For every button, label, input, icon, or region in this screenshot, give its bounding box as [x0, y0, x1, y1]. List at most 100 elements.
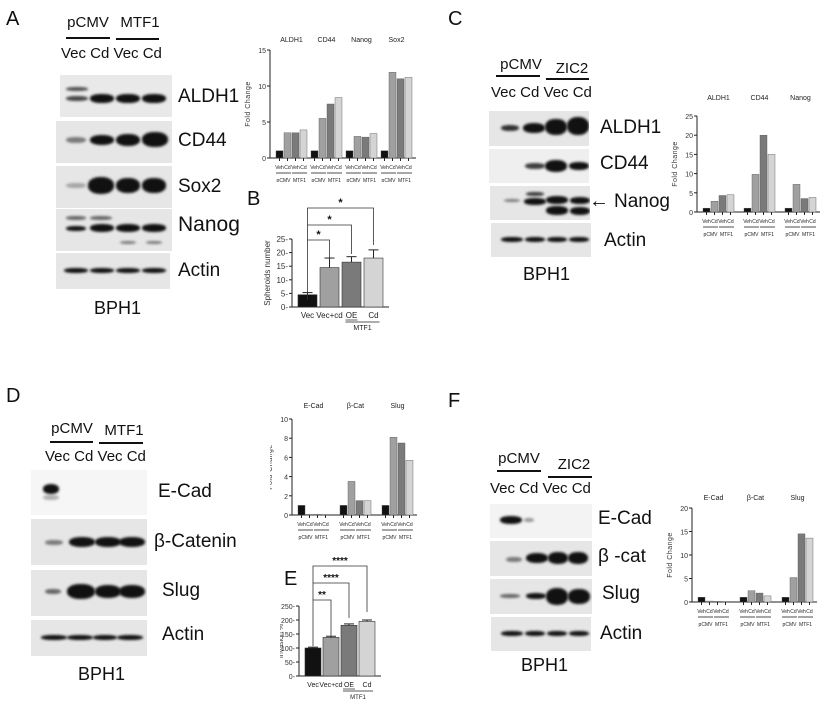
group-label-mtf1: MTF1 [104, 422, 144, 439]
svg-text:MTF1: MTF1 [328, 178, 341, 182]
blot-strip-slug [490, 579, 592, 614]
svg-text:20-: 20- [276, 249, 288, 258]
group-label-pcmv: pCMV [498, 450, 540, 467]
svg-text:****: **** [332, 556, 348, 567]
svg-text:ALDH1: ALDH1 [280, 37, 303, 44]
chart-e-invasion: 0- 50- 100- 150- 200- 250- Invasion % VecVec+cd… [280, 556, 381, 701]
svg-text:pCMV: pCMV [741, 622, 756, 628]
svg-text:Veh: Veh [380, 165, 389, 171]
svg-text:Veh: Veh [697, 609, 706, 615]
svg-text:Cd: Cd [768, 219, 775, 225]
svg-text:Spheroids number: Spheroids number [263, 240, 272, 306]
svg-text:Cd: Cd [363, 682, 372, 689]
svg-text:pCMV: pCMV [704, 232, 719, 238]
svg-text:Veh: Veh [739, 609, 748, 615]
svg-text:Cd: Cd [793, 219, 800, 225]
svg-text:Cd: Cd [364, 522, 371, 528]
blot-strip-bcatenin [31, 519, 147, 565]
svg-text:ALDH1: ALDH1 [707, 95, 730, 102]
svg-text:pCMV: pCMV [783, 622, 798, 628]
svg-text:OE: OE [346, 311, 358, 320]
svg-text:0-: 0- [281, 303, 288, 312]
svg-text:Cd: Cd [764, 609, 771, 615]
svg-text:Cd: Cd [368, 311, 378, 320]
svg-text:pCMV: pCMV [786, 232, 801, 238]
group-label-mtf1: MTF1 [120, 14, 160, 31]
svg-text:Veh: Veh [310, 165, 319, 171]
cell-line-label: BPH1 [521, 655, 569, 675]
blot-strip-nanog [56, 209, 172, 251]
protein-label: CD44 [600, 153, 649, 174]
svg-text:Veh: Veh [313, 522, 322, 528]
svg-text:Veh: Veh [797, 609, 806, 615]
cell-line-label: BPH1 [523, 264, 571, 284]
svg-text:Vec+cd: Vec+cd [319, 682, 342, 689]
svg-text:MTF1: MTF1 [293, 178, 306, 182]
svg-text:Cd: Cd [752, 219, 759, 225]
protein-label: Actin [600, 623, 643, 644]
svg-text:Veh: Veh [345, 165, 354, 171]
svg-text:Invasion %: Invasion % [280, 624, 285, 658]
blot-strip-nanog [490, 186, 590, 220]
group-label-pcmv: pCMV [51, 420, 93, 437]
svg-text:Cd: Cd [322, 522, 329, 528]
blot-strip-sox2 [56, 166, 172, 208]
svg-text:0: 0 [684, 600, 688, 607]
svg-text:**: ** [318, 590, 326, 601]
svg-text:5: 5 [684, 577, 688, 584]
svg-text:Nanog: Nanog [351, 37, 372, 44]
svg-text:Nanog: Nanog [790, 95, 811, 102]
svg-text:Veh: Veh [326, 165, 335, 171]
lane-labels: Vec Cd Vec Cd [490, 480, 591, 497]
panel-letter-d: D [6, 385, 21, 407]
svg-text:Veh: Veh [339, 522, 348, 528]
svg-text:10: 10 [258, 84, 266, 91]
svg-text:MTF1: MTF1 [398, 178, 411, 182]
blot-strip-actin [491, 617, 591, 651]
svg-text:Cd: Cd [406, 522, 413, 528]
svg-text:Cd: Cd [319, 165, 326, 171]
protein-label: Nanog [614, 191, 670, 212]
group-underline [497, 470, 541, 472]
svg-text:Fold Change: Fold Change [667, 532, 674, 578]
svg-text:pCMV: pCMV [341, 535, 356, 541]
group-underline [548, 476, 592, 478]
group-label-pcmv: pCMV [500, 56, 542, 73]
svg-text:MTF1: MTF1 [399, 535, 412, 541]
blot-strip-aldh1 [60, 75, 172, 117]
blot-strip-cd44 [56, 121, 172, 163]
panel-letter-f: F [448, 390, 461, 412]
svg-text:Veh: Veh [396, 165, 405, 171]
panel-letter-b: B [247, 188, 261, 210]
svg-text:Slug: Slug [390, 403, 404, 410]
svg-text:6: 6 [284, 455, 288, 462]
group-underline [66, 37, 110, 39]
svg-text:Slug: Slug [790, 495, 804, 502]
svg-text:Cd: Cd [306, 522, 313, 528]
svg-text:Cd: Cd [809, 219, 816, 225]
svg-text:MTF1: MTF1 [720, 232, 733, 238]
group-underline [50, 441, 93, 443]
group-underline [99, 442, 143, 444]
svg-text:15: 15 [680, 530, 688, 537]
svg-text:MTF1: MTF1 [363, 178, 376, 182]
blot-strip-ecad [31, 470, 147, 515]
svg-text:0: 0 [689, 210, 693, 217]
svg-text:150-: 150- [281, 632, 296, 639]
svg-text:pCMV: pCMV [383, 535, 398, 541]
protein-label: Slug [602, 583, 641, 604]
svg-text:Cd: Cd [727, 219, 734, 225]
protein-label: Actin [604, 230, 647, 251]
svg-text:15-: 15- [276, 262, 288, 271]
svg-text:pCMV: pCMV [277, 178, 292, 182]
group-underline [546, 78, 589, 80]
svg-text:2: 2 [284, 494, 288, 501]
svg-text:MTF1: MTF1 [761, 232, 774, 238]
svg-text:Veh: Veh [800, 219, 809, 225]
blot-strip-actin [31, 620, 147, 656]
svg-text:5: 5 [689, 191, 693, 198]
